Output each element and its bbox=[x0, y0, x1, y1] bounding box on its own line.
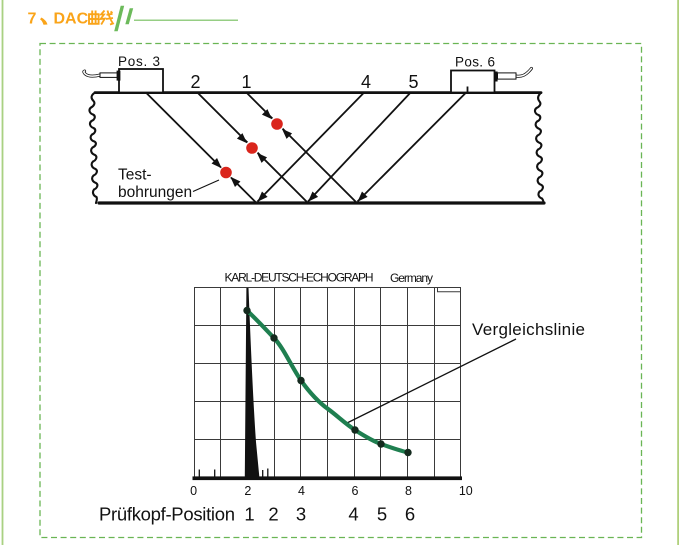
svg-text:5: 5 bbox=[409, 72, 419, 92]
svg-text:0: 0 bbox=[190, 484, 197, 498]
svg-text:6: 6 bbox=[352, 484, 359, 498]
svg-text:4: 4 bbox=[348, 504, 358, 525]
svg-text:DAC: DAC bbox=[54, 11, 89, 28]
svg-text:3: 3 bbox=[296, 504, 306, 525]
svg-text:Test-: Test- bbox=[118, 167, 152, 184]
svg-text:Pos. 6: Pos. 6 bbox=[455, 55, 495, 70]
svg-text:2: 2 bbox=[268, 504, 278, 525]
svg-text:KARL-DEUTSCH-ECHOGRAPH: KARL-DEUTSCH-ECHOGRAPH bbox=[225, 271, 374, 285]
svg-text:2: 2 bbox=[191, 72, 201, 92]
svg-text:Pos. 3: Pos. 3 bbox=[118, 54, 160, 69]
svg-text:bohrungen: bohrungen bbox=[118, 184, 192, 201]
svg-text:4: 4 bbox=[298, 484, 305, 498]
svg-text:Germany: Germany bbox=[390, 271, 433, 285]
svg-text:4: 4 bbox=[361, 72, 371, 92]
svg-text:6: 6 bbox=[405, 504, 415, 525]
svg-text:Prüfkopf-Position: Prüfkopf-Position bbox=[99, 504, 235, 525]
svg-text:2: 2 bbox=[244, 484, 251, 498]
svg-text:5: 5 bbox=[377, 504, 387, 525]
svg-text:8: 8 bbox=[405, 484, 412, 498]
svg-text:7: 7 bbox=[28, 11, 37, 28]
svg-text:1: 1 bbox=[242, 72, 252, 92]
svg-text:10: 10 bbox=[459, 484, 473, 498]
svg-text:1: 1 bbox=[244, 504, 254, 525]
svg-text:Vergleichslinie: Vergleichslinie bbox=[472, 320, 585, 339]
